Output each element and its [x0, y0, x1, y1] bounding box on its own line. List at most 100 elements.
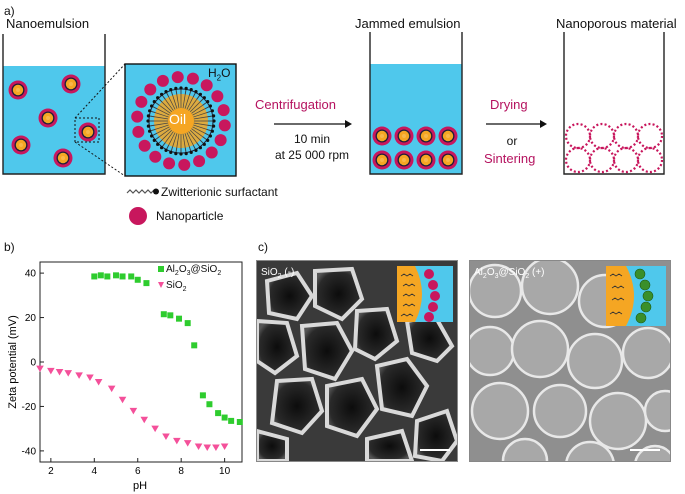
surfactant-head	[194, 148, 198, 153]
nanoparticle	[214, 134, 227, 147]
surfactant-head	[202, 96, 206, 100]
centrifugation-speed: at 25 000 rpm	[274, 148, 350, 162]
surfactant-head	[211, 124, 216, 128]
surfactant-head	[164, 89, 168, 94]
sem-image-sio2: SiO2 (-)	[256, 260, 458, 462]
surfactant-legend-icon	[126, 188, 159, 195]
surfactant-head	[206, 138, 210, 142]
data-point-al2o3-sio2	[167, 312, 174, 319]
y-tick-label: 40	[25, 269, 37, 280]
nanoparticle	[135, 95, 148, 108]
surfactant-head	[194, 89, 198, 94]
data-point-al2o3-sio2	[160, 311, 167, 318]
data-point-al2o3-sio2	[104, 273, 111, 280]
surfactant-head	[146, 119, 150, 123]
data-point-sio2	[194, 443, 203, 450]
data-point-sio2	[118, 396, 127, 404]
legend-triangle-marker	[158, 282, 164, 288]
data-point-sio2	[173, 437, 181, 445]
data-point-al2o3-sio2	[119, 273, 126, 280]
nanoparticle	[218, 119, 231, 132]
inset-negative-particles	[397, 266, 453, 322]
surfactant-head	[148, 129, 152, 133]
nanoparticle-legend-label: Nanoparticle	[156, 209, 224, 223]
or-label: or	[506, 134, 518, 148]
nanoporous-material-title: Nanoporous material	[556, 16, 677, 31]
data-point-sio2	[151, 425, 159, 433]
surfactant-head	[174, 151, 178, 156]
surfactant-head	[189, 88, 193, 92]
oil-label: Oil	[169, 111, 187, 127]
data-point-al2o3-sio2	[199, 392, 206, 399]
data-point-sio2	[75, 372, 83, 379]
surfactant-head	[211, 114, 216, 118]
surfactant-head	[212, 119, 216, 123]
nanoparticle	[163, 157, 176, 170]
sem-label-al2o3-sio2: Al2O3@SiO2 (+)	[474, 267, 545, 280]
data-point-al2o3-sio2	[134, 276, 141, 283]
nanoparticle	[132, 125, 145, 138]
data-point-al2o3-sio2	[176, 315, 183, 322]
surfactant-head	[198, 92, 202, 96]
surfactant-head	[148, 109, 152, 113]
process-schematic	[2, 32, 665, 225]
sem-label-sio2: SiO2 (-)	[261, 267, 295, 280]
data-point-al2o3-sio2	[184, 320, 191, 327]
zeta-potential-chart: 2 4 6 8 10 40 20 0 -20 -40 Zeta potential (mV) pH	[7, 261, 243, 492]
x-axis-label: pH	[133, 480, 147, 492]
zoomed-droplet	[124, 63, 237, 177]
data-point-al2o3-sio2	[143, 280, 150, 287]
surfactant-head	[152, 138, 156, 142]
nanoparticle	[211, 90, 224, 103]
data-point-sio2	[36, 365, 44, 373]
data-point-al2o3-sio2	[97, 272, 104, 279]
data-point-sio2	[86, 374, 94, 382]
surfactant-head	[146, 124, 151, 128]
nanoparticle-legend-icon	[129, 207, 147, 225]
x-tick-label: 10	[219, 466, 231, 477]
surfactant-head	[179, 86, 183, 90]
nanoparticle	[131, 110, 144, 123]
data-point-sio2	[140, 416, 149, 424]
legend-item-al2o3-sio2: Al2O3@SiO2	[158, 264, 221, 280]
y-tick-label: 0	[30, 358, 36, 369]
nanoparticle	[171, 71, 184, 84]
data-point-sio2	[55, 369, 64, 376]
data-point-sio2	[129, 407, 138, 415]
surfactant-head	[198, 146, 202, 150]
nanoparticle	[144, 83, 157, 96]
y-tick-label: -20	[22, 402, 37, 413]
surfactant-head	[184, 151, 188, 156]
surfactant-head	[169, 150, 173, 154]
data-point-sio2	[220, 443, 229, 450]
y-axis-label: Zeta potential (mV)	[7, 315, 19, 409]
y-tick-label: 20	[25, 313, 37, 324]
x-tick-label: 2	[48, 466, 54, 477]
legend-square-marker	[158, 266, 164, 272]
water-label: H2O	[208, 66, 231, 83]
nanoparticle	[156, 74, 169, 87]
nanoparticle	[217, 104, 230, 117]
data-point-sio2	[212, 444, 220, 452]
surfactant-head	[156, 142, 160, 146]
data-point-sio2	[107, 385, 116, 393]
nanoparticle	[186, 72, 199, 85]
data-point-al2o3-sio2	[206, 401, 213, 408]
surfactant-head	[164, 148, 168, 153]
x-tick-label: 8	[178, 466, 184, 477]
scale-bar-right	[630, 449, 660, 451]
surfactant-legend-label: Zwitterionic surfactant	[161, 185, 278, 199]
legend-item-sio2: SiO2	[158, 280, 221, 296]
nanoparticle	[138, 139, 151, 152]
data-point-al2o3-sio2	[128, 273, 135, 280]
surfactant-head	[149, 104, 154, 108]
nanoparticle	[178, 158, 191, 171]
x-tick-label: 4	[92, 466, 98, 477]
centrifugation-label: Centrifugation	[255, 97, 336, 112]
panel-b-label: b)	[4, 240, 15, 254]
surfactant-head	[202, 142, 206, 146]
drying-label: Drying	[490, 97, 528, 112]
surfactant-head	[146, 114, 151, 118]
nanoemulsion-title: Nanoemulsion	[6, 16, 90, 31]
data-point-al2o3-sio2	[113, 272, 120, 279]
